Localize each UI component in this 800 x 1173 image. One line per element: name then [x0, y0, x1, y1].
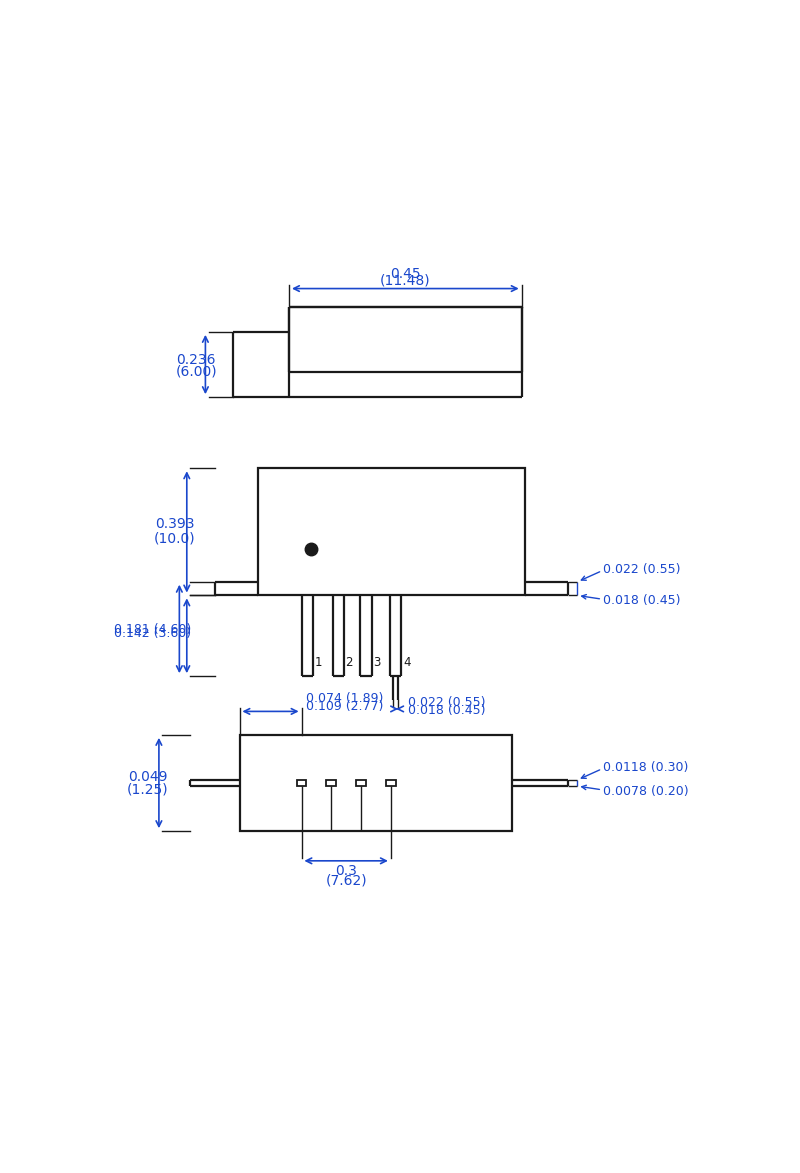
Text: 2: 2: [346, 656, 353, 669]
Text: 3: 3: [374, 656, 381, 669]
Text: 0.074 (1.89): 0.074 (1.89): [306, 692, 384, 705]
Text: (10.0): (10.0): [154, 531, 195, 545]
Text: (11.48): (11.48): [380, 274, 430, 287]
Bar: [386, 780, 396, 786]
Bar: [258, 468, 525, 596]
Text: 0.45: 0.45: [390, 267, 421, 282]
Text: (6.00): (6.00): [175, 365, 217, 379]
Text: 0.181 (4.60): 0.181 (4.60): [114, 623, 191, 636]
Text: 0.022 (0.55): 0.022 (0.55): [603, 563, 681, 576]
Text: 0.109 (2.77): 0.109 (2.77): [306, 699, 384, 713]
Text: 0.049: 0.049: [128, 769, 167, 784]
Text: 0.022 (0.55): 0.022 (0.55): [407, 697, 485, 710]
Bar: [297, 780, 306, 786]
Text: (7.62): (7.62): [326, 873, 367, 887]
Text: 0.0118 (0.30): 0.0118 (0.30): [603, 761, 689, 774]
Text: 0.142 (3.60): 0.142 (3.60): [114, 628, 191, 640]
Bar: [356, 780, 366, 786]
Text: 0.236: 0.236: [176, 353, 216, 366]
Text: 0.018 (0.45): 0.018 (0.45): [603, 594, 681, 606]
Text: (1.25): (1.25): [127, 782, 169, 796]
Bar: [239, 735, 512, 830]
Text: 0.018 (0.45): 0.018 (0.45): [407, 704, 485, 717]
Text: 4: 4: [403, 656, 410, 669]
Text: 0.0078 (0.20): 0.0078 (0.20): [603, 785, 689, 798]
Text: 1: 1: [314, 656, 322, 669]
Bar: [326, 780, 336, 786]
Text: 0.393: 0.393: [154, 517, 194, 531]
Text: 0.3: 0.3: [335, 865, 357, 877]
